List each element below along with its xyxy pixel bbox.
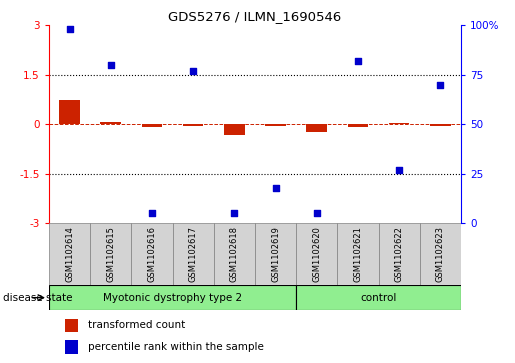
Bar: [65, 340, 78, 354]
FancyBboxPatch shape: [90, 223, 131, 285]
FancyBboxPatch shape: [296, 223, 337, 285]
Bar: [100, 122, 121, 124]
Point: [107, 62, 115, 68]
FancyBboxPatch shape: [214, 223, 255, 285]
Text: transformed count: transformed count: [88, 321, 185, 330]
FancyBboxPatch shape: [337, 223, 379, 285]
Bar: [59, 99, 80, 124]
FancyBboxPatch shape: [255, 223, 296, 285]
Point: [313, 211, 321, 216]
FancyBboxPatch shape: [420, 223, 461, 285]
Bar: [65, 319, 78, 332]
Text: GSM1102619: GSM1102619: [271, 227, 280, 282]
Point: [148, 211, 156, 216]
Text: GSM1102617: GSM1102617: [188, 227, 198, 282]
Text: Myotonic dystrophy type 2: Myotonic dystrophy type 2: [103, 293, 242, 303]
Point: [189, 68, 197, 74]
Point: [354, 58, 362, 64]
Title: GDS5276 / ILMN_1690546: GDS5276 / ILMN_1690546: [168, 10, 341, 23]
Text: GSM1102618: GSM1102618: [230, 227, 239, 282]
Point: [271, 185, 280, 191]
Point: [65, 26, 74, 32]
Bar: [430, 124, 451, 126]
Point: [436, 82, 444, 87]
Bar: [183, 124, 203, 126]
FancyBboxPatch shape: [49, 285, 296, 310]
FancyBboxPatch shape: [379, 223, 420, 285]
Text: GSM1102621: GSM1102621: [353, 227, 363, 282]
Text: GSM1102615: GSM1102615: [106, 227, 115, 282]
FancyBboxPatch shape: [296, 285, 461, 310]
Text: GSM1102623: GSM1102623: [436, 227, 445, 282]
Text: control: control: [360, 293, 397, 303]
Bar: [224, 124, 245, 135]
Text: disease state: disease state: [3, 293, 72, 303]
Text: GSM1102622: GSM1102622: [394, 227, 404, 282]
FancyBboxPatch shape: [49, 223, 90, 285]
Bar: [265, 124, 286, 126]
Bar: [389, 123, 409, 124]
Text: GSM1102616: GSM1102616: [147, 227, 157, 282]
Text: GSM1102614: GSM1102614: [65, 227, 74, 282]
FancyBboxPatch shape: [173, 223, 214, 285]
Text: percentile rank within the sample: percentile rank within the sample: [88, 342, 264, 352]
FancyBboxPatch shape: [131, 223, 173, 285]
Bar: [142, 124, 162, 127]
Text: GSM1102620: GSM1102620: [312, 227, 321, 282]
Point: [395, 167, 403, 173]
Point: [230, 211, 238, 216]
Bar: [348, 124, 368, 127]
Bar: [306, 124, 327, 131]
